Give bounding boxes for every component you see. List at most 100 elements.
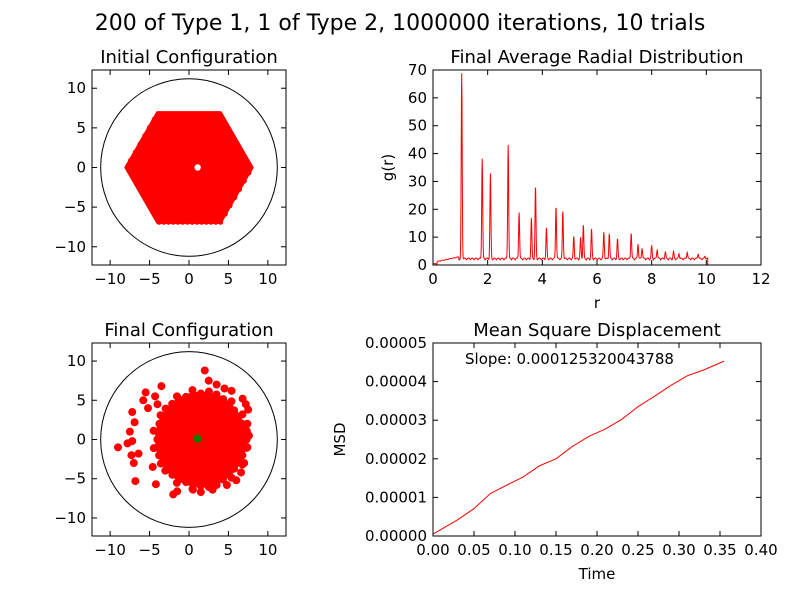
type1-particle bbox=[208, 112, 214, 118]
type1-particle bbox=[146, 157, 153, 164]
rdf-xtick-label: 4 bbox=[538, 270, 548, 288]
type1-particle bbox=[222, 207, 228, 213]
type1-particle bbox=[146, 124, 153, 131]
type1-particle bbox=[222, 145, 228, 151]
type1-particle bbox=[227, 174, 233, 180]
type1-particle bbox=[208, 485, 217, 494]
type1-particle bbox=[199, 170, 205, 176]
type1-particle bbox=[161, 133, 167, 139]
type1-particle bbox=[199, 178, 205, 184]
type1-particle bbox=[196, 481, 205, 490]
type1-particle bbox=[184, 124, 191, 131]
type1-particle bbox=[189, 178, 195, 184]
type1-particle bbox=[208, 190, 214, 196]
type1-particle bbox=[161, 170, 167, 176]
type1-particle bbox=[199, 116, 205, 122]
type1-particle bbox=[170, 199, 176, 205]
type1-particle bbox=[161, 207, 167, 213]
type1-particle bbox=[208, 128, 214, 135]
type1-particle bbox=[165, 153, 172, 159]
type1-particle bbox=[156, 207, 162, 213]
type1-particle bbox=[222, 203, 228, 209]
type1-particle bbox=[165, 182, 172, 188]
type1-particle bbox=[175, 186, 181, 192]
type1-particle bbox=[194, 194, 200, 201]
type1-particle bbox=[208, 145, 214, 151]
initial-ytick-label: −10 bbox=[54, 238, 86, 256]
type1-particle bbox=[170, 128, 176, 135]
type1-particle bbox=[142, 141, 148, 147]
type1-particle bbox=[161, 149, 167, 155]
type1-particle bbox=[241, 157, 247, 164]
type1-particle bbox=[227, 186, 233, 192]
type1-particle bbox=[175, 190, 181, 196]
type1-particle bbox=[208, 199, 214, 205]
msd-ytick-label: 0.00002 bbox=[365, 450, 427, 468]
type1-particle bbox=[236, 170, 243, 176]
type1-particle bbox=[199, 149, 205, 155]
type1-particle bbox=[184, 215, 191, 221]
type1-particle bbox=[142, 166, 148, 172]
type1-particle bbox=[232, 186, 238, 192]
type1-particle bbox=[165, 186, 172, 192]
type1-particle bbox=[217, 215, 224, 221]
initial-xtick-label: 0 bbox=[184, 270, 194, 288]
type1-particle bbox=[146, 128, 153, 135]
type1-particle bbox=[227, 182, 233, 188]
type1-particle bbox=[165, 120, 172, 126]
msd-xtick-label: 0.25 bbox=[621, 541, 654, 559]
rdf-xtick-label: 6 bbox=[592, 270, 602, 288]
type1-particle bbox=[156, 124, 162, 131]
type1-particle bbox=[170, 116, 176, 122]
type1-particle bbox=[232, 141, 238, 147]
type1-particle bbox=[156, 459, 165, 468]
type1-particle bbox=[153, 435, 162, 444]
type1-particle bbox=[142, 178, 148, 184]
type1-particle bbox=[203, 137, 209, 143]
type1-particle bbox=[165, 203, 172, 209]
type1-particle bbox=[203, 149, 209, 155]
type1-particle bbox=[180, 137, 186, 143]
type1-particle bbox=[232, 170, 238, 176]
type1-particle bbox=[227, 133, 233, 139]
type1-particle bbox=[232, 145, 238, 151]
final-ytick-label: −10 bbox=[54, 509, 86, 527]
type1-particle bbox=[142, 186, 148, 192]
type1-particle bbox=[217, 133, 224, 139]
type1-particle bbox=[189, 170, 195, 176]
type1-particle bbox=[175, 203, 181, 209]
type1-particle bbox=[180, 186, 186, 192]
type1-particle bbox=[208, 178, 214, 184]
final-ytick-label: 10 bbox=[67, 352, 86, 370]
type1-particle bbox=[175, 166, 181, 172]
type1-particle bbox=[156, 186, 162, 192]
type1-particle bbox=[194, 133, 200, 139]
type1-particle bbox=[161, 190, 167, 196]
type1-particle bbox=[146, 190, 153, 196]
type1-particle bbox=[151, 174, 157, 180]
type1-particle bbox=[184, 207, 191, 213]
rdf-ytick-label: 10 bbox=[408, 228, 427, 246]
type1-particle bbox=[194, 178, 200, 184]
type1-particle bbox=[151, 133, 157, 139]
type1-particle bbox=[203, 112, 209, 118]
final-xtick-label: 10 bbox=[258, 541, 277, 559]
type1-particle bbox=[236, 186, 243, 192]
type1-particle bbox=[180, 207, 186, 213]
type1-particle bbox=[180, 112, 186, 118]
type1-particle bbox=[151, 194, 157, 201]
type1-particle bbox=[203, 194, 209, 201]
type1-particle bbox=[189, 203, 195, 209]
type1-particle bbox=[194, 137, 200, 143]
type1-particle bbox=[161, 404, 170, 413]
type1-particle bbox=[151, 153, 157, 159]
type1-particle bbox=[203, 190, 209, 196]
type1-particle bbox=[127, 451, 136, 460]
type1-particle bbox=[200, 366, 209, 375]
type2-particle bbox=[193, 434, 202, 443]
type1-particle bbox=[184, 182, 191, 188]
type1-particle bbox=[181, 392, 190, 401]
type1-particle bbox=[213, 178, 219, 184]
type1-particle bbox=[170, 153, 176, 159]
type1-particle bbox=[175, 112, 181, 118]
